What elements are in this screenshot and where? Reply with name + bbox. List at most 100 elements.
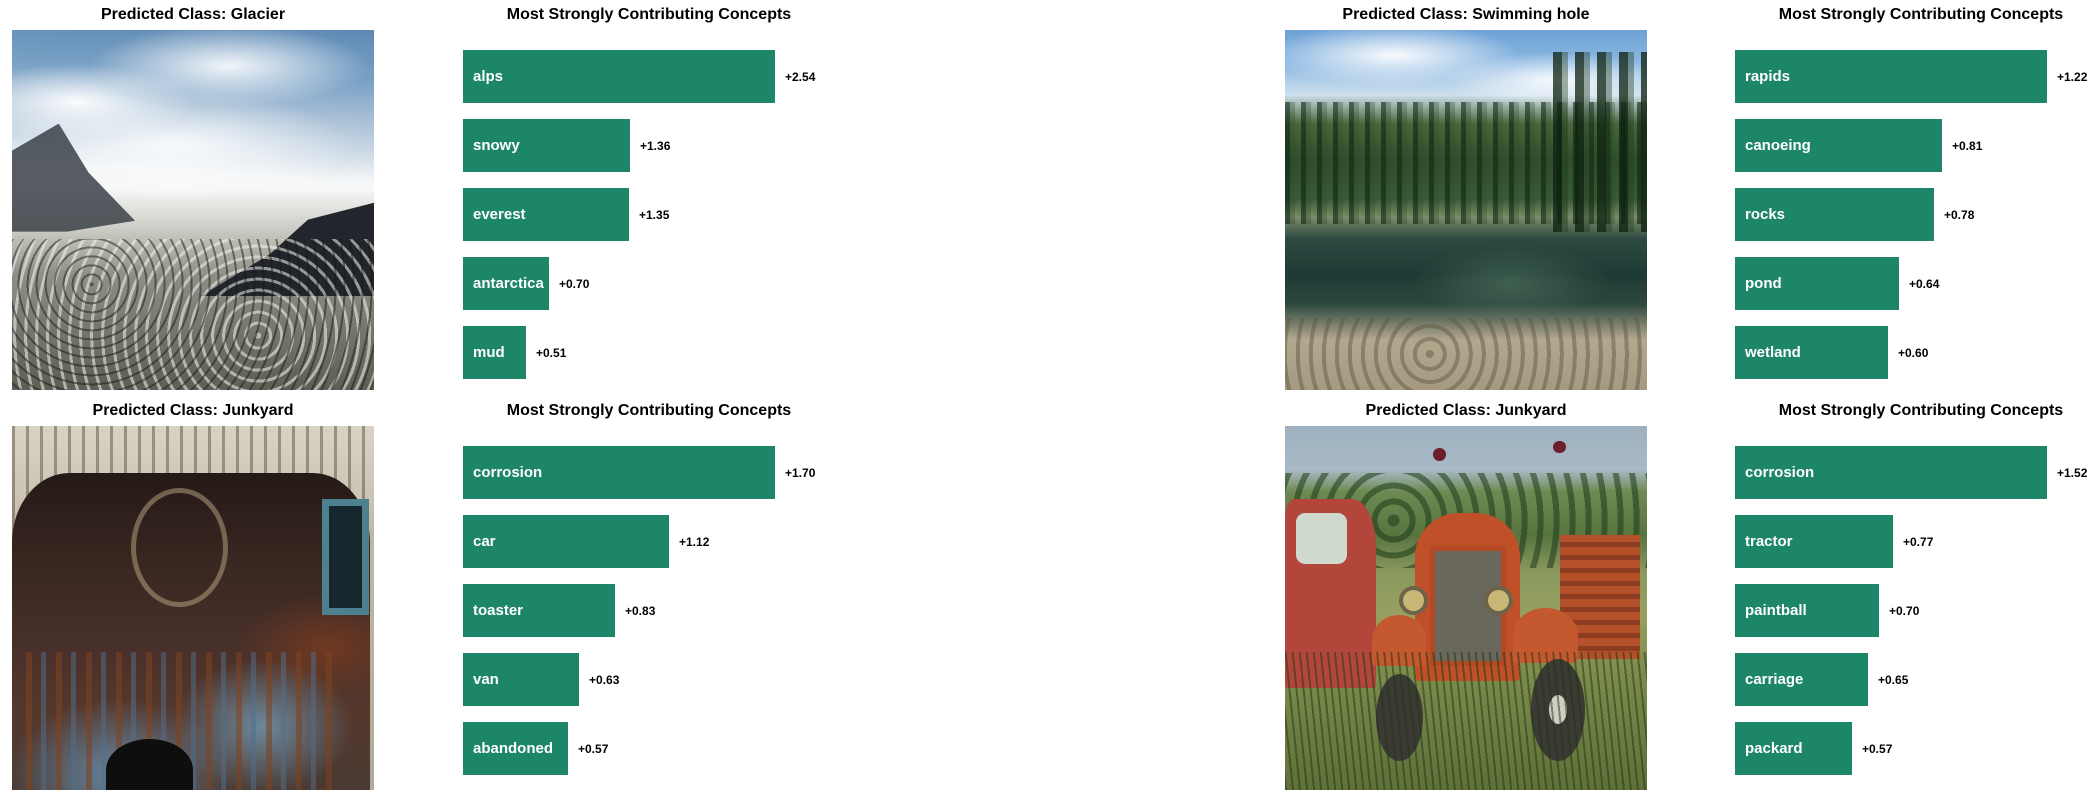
concept-label: corrosion: [1745, 464, 1815, 481]
concept-value: +0.57: [578, 741, 609, 756]
chart-title: Most Strongly Contributing Concepts: [506, 402, 792, 419]
concept-bar: corrosion: [463, 446, 775, 499]
bar-row: canoeing +0.81: [1735, 119, 1982, 172]
concept-bar: wetland: [1735, 326, 1888, 379]
concept-label: toaster: [473, 602, 524, 619]
bar-row: rapids +1.22: [1735, 50, 2087, 103]
concept-bar: toaster: [463, 584, 615, 637]
panel-title-junkyard-truck: Predicted Class: Junkyard: [1365, 402, 1567, 419]
concept-label: car: [473, 533, 496, 550]
concept-value: +0.78: [1944, 207, 1975, 222]
concept-label: carriage: [1745, 671, 1804, 688]
concept-value: +0.70: [1889, 603, 1920, 618]
concept-label: alps: [473, 68, 504, 85]
concept-label: pond: [1745, 275, 1782, 292]
concept-bar: abandoned: [463, 722, 568, 775]
concept-label: snowy: [473, 137, 520, 154]
grass-texture: [1285, 651, 1647, 790]
concept-label: canoeing: [1745, 137, 1811, 154]
chart-junkyard-truck-concepts: Most Strongly Contributing Concepts corr…: [1735, 400, 2096, 786]
glacier-dark-rock-left: [12, 123, 136, 232]
concept-label: everest: [473, 206, 526, 223]
concept-bar: tractor: [1735, 515, 1893, 568]
headlight-right: [1484, 586, 1514, 616]
bar-row: toaster +0.83: [463, 584, 655, 637]
bar-row: pond +0.64: [1735, 257, 1939, 310]
van-window: [321, 498, 369, 616]
pole-lamp-left: [1433, 447, 1447, 461]
concept-bar: rocks: [1735, 188, 1934, 241]
concept-value: +0.63: [589, 672, 620, 687]
concept-label: wetland: [1745, 344, 1801, 361]
rocks-texture: [1285, 318, 1647, 390]
concept-bar: snowy: [463, 119, 630, 172]
concept-bar: mud: [463, 326, 526, 379]
concept-label: van: [473, 671, 499, 688]
concept-bar: rapids: [1735, 50, 2047, 103]
concept-bar: antarctica: [463, 257, 549, 310]
concept-value: +1.70: [785, 465, 816, 480]
bar-row: abandoned +0.57: [463, 722, 608, 775]
concept-value: +1.36: [640, 138, 671, 153]
chart-title: Most Strongly Contributing Concepts: [506, 6, 792, 23]
concept-label: paintball: [1745, 602, 1807, 619]
concept-bar: canoeing: [1735, 119, 1942, 172]
concept-value: +0.70: [559, 276, 590, 291]
panel-title-glacier: Predicted Class: Glacier: [100, 6, 286, 23]
tall-pines-texture: [1552, 51, 1647, 232]
bar-row: corrosion +1.52: [1735, 446, 2087, 499]
concept-value: +0.65: [1878, 672, 1909, 687]
concept-value: +1.12: [679, 534, 710, 549]
concept-bar: corrosion: [1735, 446, 2047, 499]
panel-title-junkyard-van: Predicted Class: Junkyard: [92, 402, 294, 419]
concept-label: packard: [1745, 740, 1803, 757]
concept-label: rocks: [1745, 206, 1786, 223]
concept-value: +0.60: [1898, 345, 1929, 360]
bar-row: packard +0.57: [1735, 722, 1892, 775]
bar-row: mud +0.51: [463, 326, 566, 379]
concept-value: +0.81: [1952, 138, 1983, 153]
bar-row: everest +1.35: [463, 188, 669, 241]
concept-bar: van: [463, 653, 579, 706]
concept-bar: packard: [1735, 722, 1852, 775]
concept-bar: alps: [463, 50, 775, 103]
chart-swimming-hole-concepts: Most Strongly Contributing Concepts rapi…: [1735, 4, 2096, 390]
bar-row: paintball +0.70: [1735, 584, 1919, 637]
concept-value: +0.83: [625, 603, 656, 618]
bar-row: wetland +0.60: [1735, 326, 1928, 379]
concept-label: antarctica: [473, 275, 544, 292]
concept-bar: everest: [463, 188, 629, 241]
chart-title: Most Strongly Contributing Concepts: [1778, 6, 2064, 23]
junkyard-truck-photo: [1285, 426, 1647, 790]
bar-row: tractor +0.77: [1735, 515, 1933, 568]
bar-row: car +1.12: [463, 515, 709, 568]
concept-value: +1.35: [639, 207, 670, 222]
red-truck-window: [1295, 513, 1347, 565]
chart-glacier-concepts: Most Strongly Contributing Concepts alps…: [463, 4, 835, 390]
chart-junkyard-van-concepts: Most Strongly Contributing Concepts corr…: [463, 400, 835, 786]
bar-row: carriage +0.65: [1735, 653, 1908, 706]
headlight-left: [1399, 586, 1428, 616]
concept-bar: carriage: [1735, 653, 1868, 706]
van-logo-circle: [131, 487, 229, 608]
concept-value: +0.57: [1862, 741, 1893, 756]
concept-value: +0.77: [1903, 534, 1934, 549]
concept-bar: pond: [1735, 257, 1899, 310]
panel-title-swimming-hole: Predicted Class: Swimming hole: [1342, 6, 1590, 23]
concept-value: +0.51: [536, 345, 567, 360]
bar-row: van +0.63: [463, 653, 619, 706]
concept-label: abandoned: [473, 740, 554, 757]
van-wheel: [106, 739, 193, 790]
concept-value: +2.54: [785, 69, 816, 84]
concept-label: mud: [473, 344, 505, 361]
bar-row: antarctica +0.70: [463, 257, 589, 310]
concept-value: +1.52: [2057, 465, 2088, 480]
concept-bar: paintball: [1735, 584, 1879, 637]
concept-value: +0.64: [1909, 276, 1940, 291]
concept-label: rapids: [1745, 68, 1791, 85]
concept-value: +1.22: [2057, 69, 2088, 84]
concept-label: corrosion: [473, 464, 543, 481]
glacier-moraine-texture: [12, 238, 374, 390]
chart-title: Most Strongly Contributing Concepts: [1778, 402, 2064, 419]
